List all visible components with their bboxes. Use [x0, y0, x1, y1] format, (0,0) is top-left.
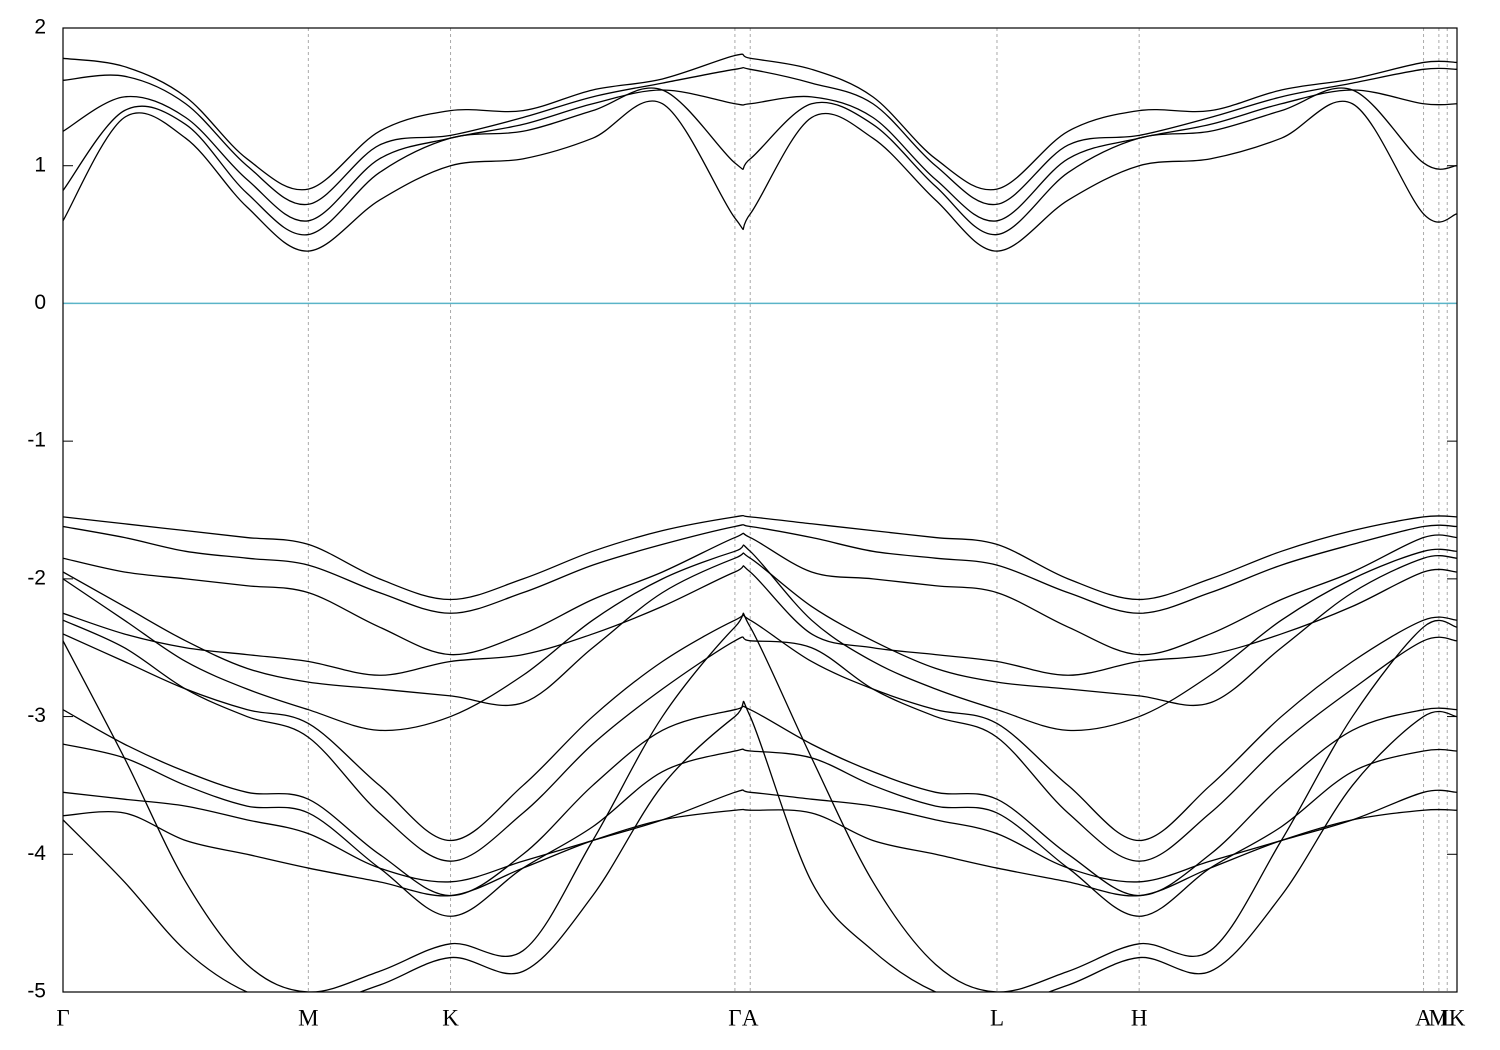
y-tick-label: 0	[34, 291, 46, 314]
band-line	[63, 514, 1457, 601]
band-line	[63, 524, 1457, 614]
bands	[63, 53, 1457, 992]
band-line	[63, 532, 1457, 656]
band-line	[63, 89, 1457, 222]
y-tick-label: 2	[34, 16, 46, 39]
x-tick-label: A	[742, 1005, 759, 1030]
band-line	[63, 565, 1457, 676]
band-line	[63, 100, 1457, 252]
band-line	[63, 614, 1457, 842]
band-line	[63, 87, 1457, 236]
x-tick-label: M	[1429, 1005, 1449, 1030]
y-tick-label: -1	[27, 429, 46, 452]
band-line	[63, 808, 1457, 897]
x-tick-label: A	[1415, 1005, 1432, 1030]
band-line	[63, 544, 1457, 732]
y-tick-label: -5	[27, 980, 46, 1003]
x-tick-label: H	[1131, 1005, 1148, 1030]
x-tick-label: Γ	[728, 1005, 741, 1030]
band-line	[63, 789, 1457, 883]
x-tick-label: K	[1449, 1005, 1466, 1030]
y-tick-label: -4	[27, 842, 46, 865]
x-tick-label: K	[442, 1005, 459, 1030]
band-line	[63, 743, 1457, 917]
band-line	[63, 552, 1457, 707]
band-line	[63, 53, 1457, 191]
x-tick-label: Γ	[56, 1005, 69, 1030]
plot-frame	[62, 27, 1458, 993]
y-tick-label: -3	[27, 704, 46, 727]
x-tick-label: L	[990, 1005, 1004, 1030]
x-tick-label: L	[1440, 1005, 1454, 1030]
band-line	[63, 705, 1457, 897]
band-line	[63, 612, 1457, 992]
x-tick-label: M	[298, 1005, 318, 1030]
y-tick-label: -2	[27, 566, 46, 589]
band-line	[63, 66, 1457, 206]
y-tick-label: 1	[34, 153, 46, 176]
band-line	[63, 700, 1457, 992]
band-line	[63, 619, 1457, 862]
